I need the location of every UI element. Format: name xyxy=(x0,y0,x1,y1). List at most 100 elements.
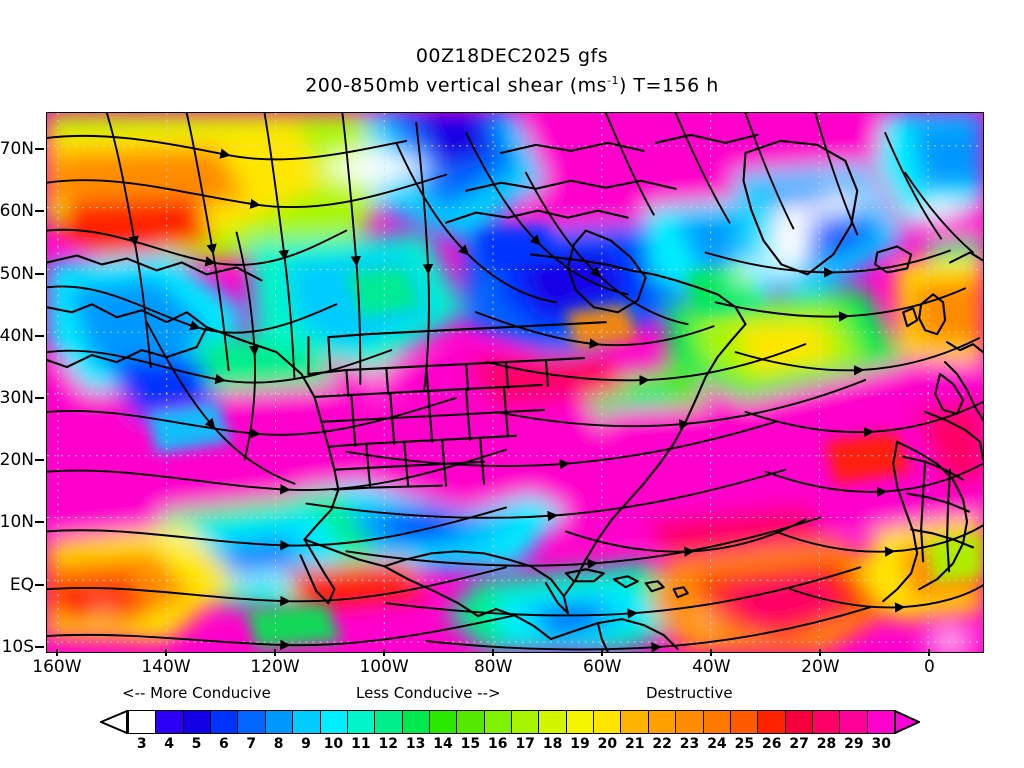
x-axis-label: 60W xyxy=(583,657,622,677)
y-axis-label: 50N xyxy=(0,263,34,284)
colorbar-cell xyxy=(565,710,594,734)
colorbar-cell xyxy=(511,710,539,734)
y-axis-label: 10N xyxy=(0,512,34,533)
y-axis-tick xyxy=(35,148,44,151)
colorbar-cell xyxy=(292,710,320,734)
colorbar-tick: 21 xyxy=(625,736,645,752)
colorbar-cell xyxy=(346,710,375,734)
y-axis-label: 70N xyxy=(0,139,34,160)
colorbar-cell xyxy=(757,710,785,734)
colorbar-max-arrow xyxy=(894,709,922,735)
colorbar-cell xyxy=(319,710,347,734)
colorbar-cell xyxy=(811,710,840,734)
title-field-text: 200-850mb vertical shear (ms xyxy=(305,74,608,97)
colorbar-cell xyxy=(456,710,484,734)
y-axis-label: 20N xyxy=(0,450,34,471)
colorbar-cell xyxy=(264,710,293,734)
colorbar-tick: 8 xyxy=(273,736,284,752)
colorbar-tick: 19 xyxy=(570,736,590,752)
y-axis-tick xyxy=(35,397,44,400)
y-axis-label: EQ xyxy=(9,574,34,595)
y-axis: 70N 60N 50N 40N 30N 20N 10N EQ 10S xyxy=(0,112,44,657)
colorbar-tick: 7 xyxy=(246,736,257,752)
colorbar-tick: 27 xyxy=(789,736,809,752)
y-axis-label: 40N xyxy=(0,325,34,346)
title-line-field: 200-850mb vertical shear (ms-1) T=156 h xyxy=(0,68,1024,98)
y-axis-label: 10S xyxy=(1,636,34,657)
map-plot-area[interactable] xyxy=(46,112,984,653)
colorbar-tick: 17 xyxy=(515,736,535,752)
colorbar-tick: 13 xyxy=(405,736,426,752)
colorbar-tick: 10 xyxy=(323,736,344,752)
colorbar-tick: 26 xyxy=(761,736,782,752)
colorbar-cell xyxy=(182,710,211,734)
colorbar-tick: 11 xyxy=(351,736,371,752)
y-axis-tick xyxy=(35,583,44,586)
map-svg xyxy=(47,113,983,652)
colorbar-tick: 6 xyxy=(219,736,229,752)
legend-destructive: Destructive xyxy=(646,684,733,702)
y-axis-tick xyxy=(35,645,44,648)
colorbar-cell xyxy=(401,710,429,734)
colorbar-tick: 24 xyxy=(707,736,727,752)
colorbar-tick: 25 xyxy=(734,736,755,752)
colorbar-tick: 14 xyxy=(433,736,453,752)
colorbar-tick: 20 xyxy=(597,736,618,752)
colorbar-tick: 5 xyxy=(191,736,202,752)
colorbar-tick: 15 xyxy=(460,736,481,752)
colorbar-cell xyxy=(155,710,183,734)
chart-title: 00Z18DEC2025 gfs 200-850mb vertical shea… xyxy=(0,44,1024,98)
x-axis-label: 20W xyxy=(801,657,840,677)
legend-less-conducive: Less Conducive --> xyxy=(356,684,501,702)
colorbar-cell xyxy=(483,710,512,734)
colorbar-cell xyxy=(237,710,265,734)
x-axis-label: 140W xyxy=(141,657,191,677)
colorbar-cell xyxy=(374,710,402,734)
colorbar-cell xyxy=(620,710,648,734)
x-axis-tick xyxy=(274,649,277,656)
y-axis-tick xyxy=(35,272,44,275)
x-axis-tick xyxy=(601,649,604,656)
colorbar-tick: 28 xyxy=(816,736,837,752)
legend-more-conducive: <-- More Conducive xyxy=(122,684,271,702)
x-axis-tick xyxy=(492,649,495,656)
y-axis-tick xyxy=(35,521,44,524)
x-axis-label: 80W xyxy=(473,657,513,677)
colorbar-tick: 9 xyxy=(301,736,311,752)
y-axis-label: 30N xyxy=(0,388,34,409)
title-line-model: 00Z18DEC2025 gfs xyxy=(415,45,609,67)
x-axis-tick xyxy=(55,649,58,656)
colorbar-legend-text: <-- More Conducive Less Conducive --> De… xyxy=(0,684,1024,704)
colorbar-tick: 22 xyxy=(652,736,672,752)
y-axis-tick xyxy=(35,210,44,213)
x-axis-label: 120W xyxy=(250,657,300,677)
colorbar-tick: 23 xyxy=(679,736,700,752)
x-axis-tick xyxy=(383,649,386,656)
colorbar-cell xyxy=(702,710,730,734)
colorbar-cell xyxy=(647,710,676,734)
colorbar[interactable] xyxy=(98,709,922,735)
x-axis: 160W 140W 120W 100W 80W 60W 40W 20W 0 xyxy=(32,649,984,681)
colorbar-cell xyxy=(839,710,867,734)
y-axis-tick xyxy=(35,459,44,462)
x-axis-label: 40W xyxy=(692,657,731,677)
title-forecast-text: ) T=156 h xyxy=(618,74,719,97)
colorbar-cell xyxy=(675,710,703,734)
x-axis-tick xyxy=(819,649,822,656)
colorbar-cell xyxy=(866,710,896,734)
colorbar-cell xyxy=(729,710,758,734)
colorbar-tick: 4 xyxy=(164,736,174,752)
colorbar-cell xyxy=(593,710,621,734)
x-axis-label: 0 xyxy=(924,657,935,677)
y-axis-label: 60N xyxy=(0,201,34,222)
shear-field-raster xyxy=(47,113,983,652)
x-axis-label: 100W xyxy=(359,657,409,677)
colorbar-tick: 16 xyxy=(488,736,508,752)
title-units-exponent: -1 xyxy=(607,74,619,87)
colorbar-cell xyxy=(210,710,238,734)
x-axis-tick xyxy=(164,649,167,656)
x-axis-label: 160W xyxy=(32,657,82,677)
x-axis-tick xyxy=(928,649,931,656)
colorbar-tick: 3 xyxy=(136,736,147,752)
